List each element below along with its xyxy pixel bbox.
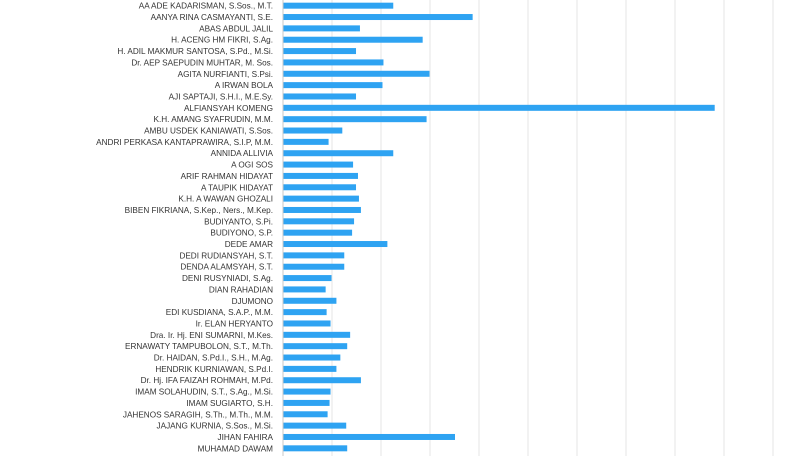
bar — [283, 14, 473, 21]
category-label: DIAN RAHADIAN — [209, 285, 273, 294]
category-label: DJUMONO — [232, 297, 273, 306]
category-label: A IRWAN BOLA — [215, 81, 274, 90]
bar — [283, 93, 357, 100]
category-label: DEDE AMAR — [225, 240, 273, 249]
category-label: K.H. AMANG SYAFRUDIN, M.M. — [154, 115, 274, 124]
category-label: EDI KUSDIANA, S.A.P., M.M. — [166, 308, 273, 317]
category-label: ARIF RAHMAN HIDAYAT — [181, 172, 273, 181]
bar — [283, 70, 430, 77]
bar — [283, 388, 331, 395]
category-label: ALFIANSYAH KOMENG — [184, 104, 273, 113]
bar — [283, 422, 347, 429]
bar — [283, 399, 330, 406]
bar — [283, 343, 348, 350]
category-label: AA ADE KADARISMAN, S.Sos., M.T. — [139, 2, 273, 11]
bar — [283, 82, 383, 89]
bar — [283, 365, 337, 372]
category-label: Dr. Hj. IFA FAIZAH ROHMAH, M.Pd. — [141, 376, 273, 385]
category-label: Dr. AEP SAEPUDIN MUHTAR, M. Sos. — [131, 58, 273, 67]
category-label: H. ADIL MAKMUR SANTOSA, S.Pd., M.Si. — [117, 47, 273, 56]
category-label: K.H. A WAWAN GHOZALI — [178, 195, 273, 204]
category-label: A TAUPIK HIDAYAT — [201, 183, 273, 192]
chart-bars — [283, 2, 715, 452]
category-label: JIHAN FAHIRA — [217, 433, 273, 442]
category-label: Ir. ELAN HERYANTO — [196, 319, 273, 328]
bar — [283, 309, 327, 316]
bar — [283, 59, 384, 66]
category-label: BUDIYANTO, S.Pi. — [204, 217, 273, 226]
bar — [283, 286, 326, 293]
bar — [283, 218, 355, 225]
category-label: Dra. Ir. Hj. ENI SUMARNI, M.Kes. — [150, 331, 273, 340]
bar — [283, 116, 427, 123]
category-label: DEDI RUDIANSYAH, S.T. — [179, 251, 273, 260]
category-label: IMAM SOLAHUDIN, S.T., S.Ag., M.Si. — [135, 388, 273, 397]
bar — [283, 150, 394, 157]
bar — [283, 445, 348, 452]
bar — [283, 263, 345, 270]
category-label: IMAM SUGIARTO, S.H. — [186, 399, 273, 408]
category-label: BIBEN FIKRIANA, S.Kep., Ners., M.Kep. — [125, 206, 273, 215]
category-label: JAJANG KURNIA, S.Sos., M.Si. — [157, 422, 273, 431]
category-label: BUDIYONO, S.P. — [210, 229, 273, 238]
category-label: ABAS ABDUL JALIL — [199, 24, 273, 33]
bar — [283, 411, 328, 418]
bar — [283, 252, 345, 259]
bar — [283, 195, 359, 202]
bar — [283, 36, 423, 43]
bar — [283, 354, 341, 361]
category-label: DENI RUSYNIADI, S.Ag. — [182, 274, 273, 283]
bar — [283, 206, 361, 213]
category-label: HENDRIK KURNIAWAN, S.Pd.I. — [155, 365, 273, 374]
category-labels: AA ADE KADARISMAN, S.Sos., M.T. AANYA RIN… — [96, 2, 273, 454]
category-label: AMBU USDEK KANIAWATI, S.Sos. — [144, 127, 273, 136]
bar — [283, 104, 715, 111]
category-label: AANYA RINA CASMAYANTI, S.E. — [151, 13, 273, 22]
bar — [283, 377, 361, 384]
category-label: A OGI SOS — [231, 161, 273, 170]
bar — [283, 331, 351, 338]
category-label: ANNIDA ALLIVIA — [211, 149, 274, 158]
bar — [283, 25, 360, 32]
bar — [283, 48, 357, 55]
bar — [283, 275, 332, 282]
bar — [283, 2, 394, 9]
bar — [283, 320, 331, 327]
category-label: ANDRI PERKASA KANTAPRAWIRA, S.I.P, M.M. — [96, 138, 273, 147]
category-label: Dr. HAIDAN, S.Pd.I., S.H., M.Ag. — [154, 354, 273, 363]
bar — [283, 127, 343, 134]
bar — [283, 433, 455, 440]
category-label: H. ACENG HM FIKRI, S.Ag. — [171, 36, 273, 45]
bar — [283, 229, 353, 236]
category-label: MUHAMAD DAWAM — [198, 444, 274, 453]
bar — [283, 297, 337, 304]
category-label: ERNAWATY TAMPUBOLON, S.T., M.Th. — [125, 342, 273, 351]
category-label: DENDA ALAMSYAH, S.T. — [180, 263, 273, 272]
category-label: AJI SAPTAJI, S.H.I., M.E.Sy. — [169, 92, 273, 101]
bar — [283, 172, 358, 179]
bar — [283, 138, 329, 145]
bar — [283, 161, 354, 168]
bar — [283, 241, 388, 248]
bar — [283, 184, 357, 191]
category-label: AGITA NURFIANTI, S.Psi. — [178, 70, 273, 79]
category-label: JAHENOS SARAGIH, S.Th., M.Th., M.M. — [123, 410, 273, 419]
chart-grid — [331, 0, 774, 456]
